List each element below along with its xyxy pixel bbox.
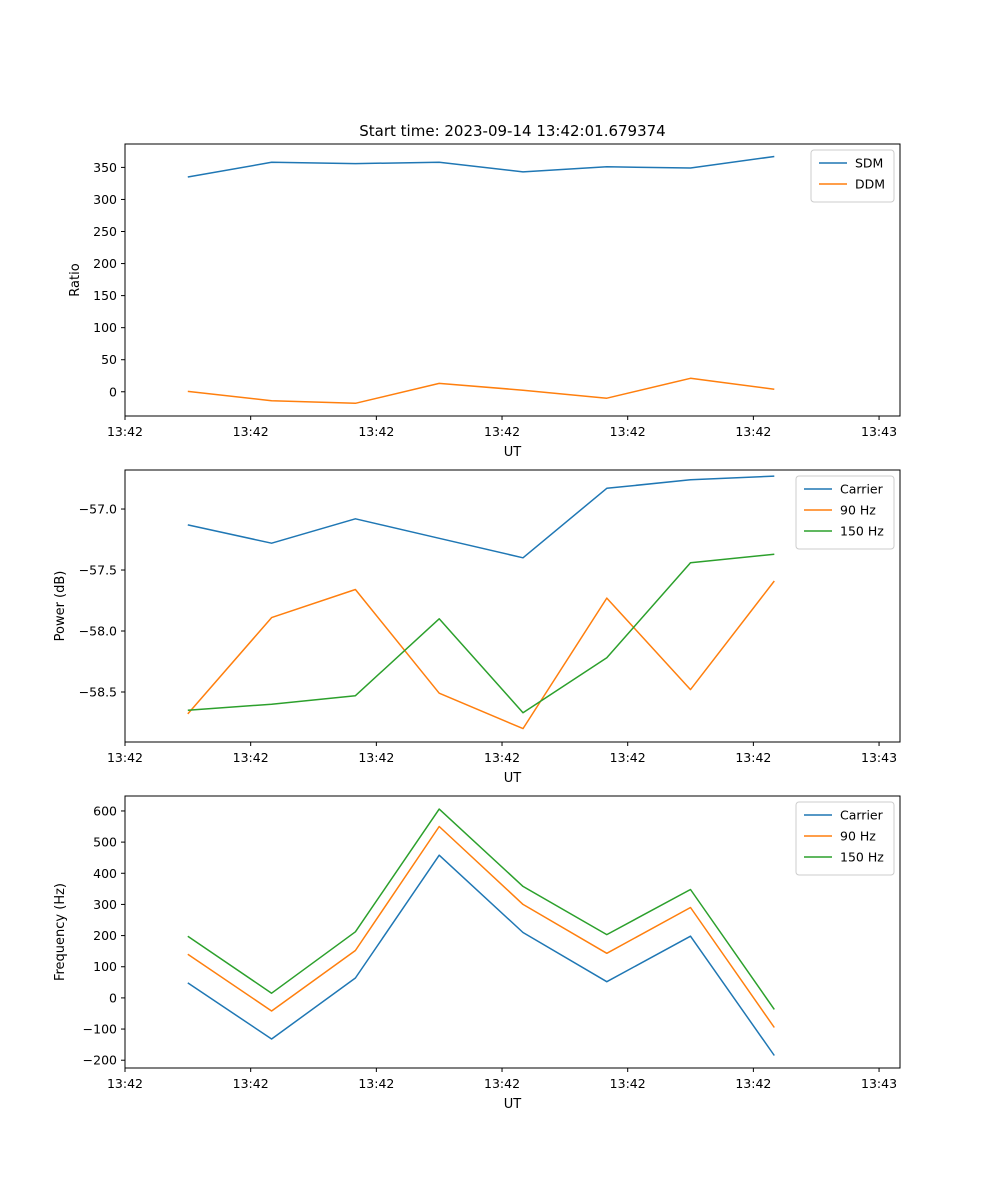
y-tick-label: 0 [109, 384, 117, 399]
y-tick-label: 150 [93, 288, 117, 303]
y-tick-label: 250 [93, 224, 117, 239]
x-tick-label: 13:42 [484, 1076, 520, 1091]
x-tick-label: 13:42 [484, 750, 520, 765]
x-tick-label: 13:42 [107, 424, 143, 439]
legend-label: Carrier [840, 482, 884, 497]
panel-1: 13:42 13:42 13:42 13:42 13:42 13:42 13:43 0 50 10… [68, 143, 901, 460]
series-line-90-hz [187, 580, 775, 730]
x-tick-label: 13:42 [484, 424, 520, 439]
y-tick-label: 400 [93, 866, 117, 881]
legend-label: SDM [855, 156, 883, 171]
legend: SDM DDM [810, 149, 895, 203]
legend-label: 90 Hz [840, 829, 876, 844]
y-tick-label: 300 [93, 192, 117, 207]
y-tick-label: 50 [101, 352, 117, 367]
x-tick-label: 13:42 [610, 1076, 646, 1091]
legend-label: 90 Hz [840, 503, 876, 518]
series-line-sdm [187, 155, 775, 178]
y-tick-label: 100 [93, 959, 117, 974]
x-axis-label: UT [504, 1097, 522, 1112]
legend: Carrier 90 Hz 150 Hz [795, 475, 895, 550]
y-axis-label: Ratio [68, 263, 83, 296]
figure-title: Start time: 2023-09-14 13:42:01.679374 [359, 122, 665, 140]
x-tick-label: 13:43 [861, 424, 897, 439]
axes-frame [124, 469, 901, 743]
x-tick-label: 13:42 [107, 1076, 143, 1091]
y-tick-label: −58.0 [79, 624, 117, 639]
x-tick-label: 13:42 [358, 750, 394, 765]
x-tick-label: 13:42 [107, 750, 143, 765]
legend-label: Carrier [840, 808, 884, 823]
x-tick-label: 13:42 [610, 750, 646, 765]
y-axis-label: Frequency (Hz) [53, 883, 68, 981]
series-line-150-hz [187, 553, 775, 714]
panels: 13:42 13:42 13:42 13:42 13:42 13:42 13:43 0 50 10… [53, 143, 901, 1112]
x-tick-label: 13:42 [358, 424, 394, 439]
x-tick-label: 13:42 [233, 424, 269, 439]
series-line-ddm [187, 377, 775, 405]
x-tick-label: 13:43 [861, 750, 897, 765]
panel-2: 13:42 13:42 13:42 13:42 13:42 13:42 13:43 −58.5… [53, 469, 901, 786]
axes-frame [124, 795, 901, 1069]
x-tick-label: 13:42 [610, 424, 646, 439]
y-tick-label: 100 [93, 320, 117, 335]
x-axis-label: UT [504, 445, 522, 460]
y-tick-label: −58.5 [79, 684, 117, 699]
series-line-carrier [187, 475, 775, 559]
legend-label: 150 Hz [840, 850, 884, 865]
panel-3: 13:42 13:42 13:42 13:42 13:42 13:42 13:43 −200 −… [53, 795, 901, 1112]
y-tick-label: 300 [93, 897, 117, 912]
legend-label: DDM [855, 177, 885, 192]
y-tick-label: −57.0 [79, 502, 117, 517]
y-tick-label: 600 [93, 803, 117, 818]
x-axis-label: UT [504, 771, 522, 786]
x-tick-label: 13:42 [735, 750, 771, 765]
series-line-90-hz [187, 825, 775, 1028]
y-tick-label: 500 [93, 835, 117, 850]
legend: Carrier 90 Hz 150 Hz [795, 801, 895, 876]
x-tick-label: 13:43 [861, 1076, 897, 1091]
y-tick-label: 200 [93, 256, 117, 271]
axes-frame [124, 143, 901, 417]
y-tick-label: −100 [83, 1022, 117, 1037]
x-tick-label: 13:42 [233, 750, 269, 765]
y-tick-label: 350 [93, 160, 117, 175]
series-line-carrier [187, 854, 775, 1056]
x-tick-label: 13:42 [735, 1076, 771, 1091]
y-axis-label: Power (dB) [53, 571, 68, 642]
legend-label: 150 Hz [840, 524, 884, 539]
y-tick-label: 0 [109, 990, 117, 1005]
y-tick-label: −57.5 [79, 563, 117, 578]
x-tick-label: 13:42 [735, 424, 771, 439]
y-tick-label: −200 [83, 1053, 117, 1068]
x-tick-label: 13:42 [233, 1076, 269, 1091]
x-tick-label: 13:42 [358, 1076, 394, 1091]
series-line-150-hz [187, 808, 775, 1010]
y-tick-label: 200 [93, 928, 117, 943]
